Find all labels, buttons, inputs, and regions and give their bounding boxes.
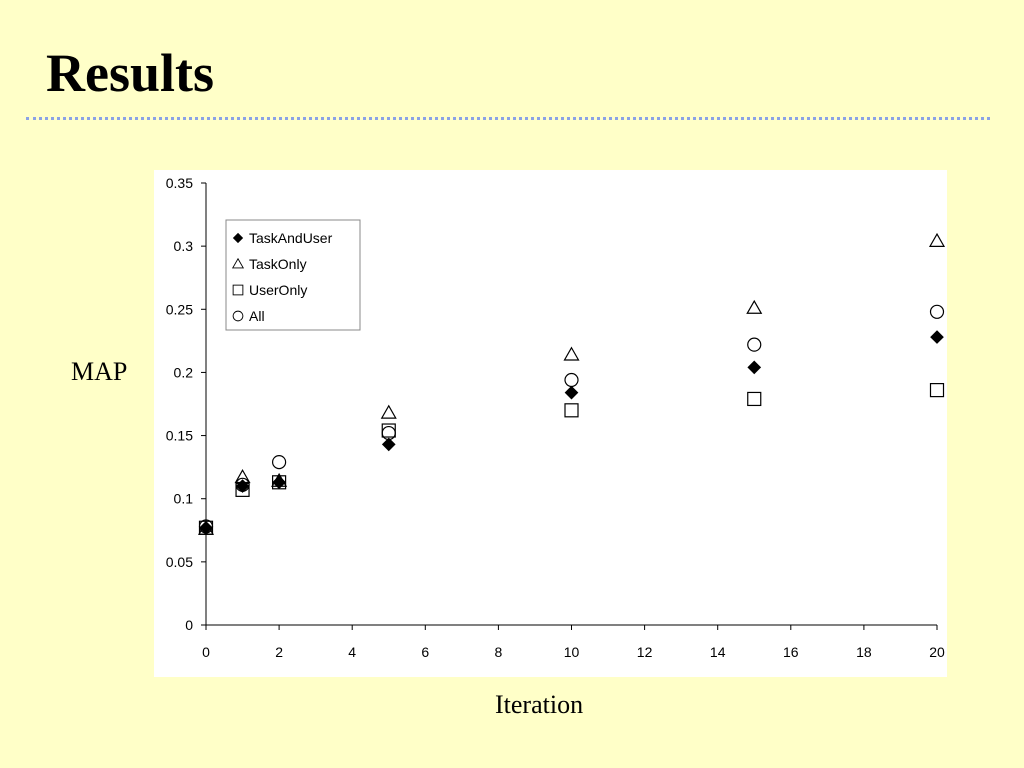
legend-marker-useronly [232, 284, 244, 296]
legend: TaskAndUser TaskOnly UserOnly All [225, 219, 361, 331]
y-tick-label: 0.35 [166, 175, 193, 191]
point-useronly [564, 403, 579, 418]
legend-label-all: All [249, 308, 265, 324]
legend-box [225, 219, 361, 331]
point-all [929, 304, 945, 319]
y-tick-label: 0.25 [166, 301, 193, 317]
point-taskonly [746, 299, 763, 314]
x-tick-label: 6 [421, 644, 429, 660]
y-tick-label: 0.2 [174, 364, 194, 380]
x-tick-label: 18 [856, 644, 872, 660]
x-tick-label: 10 [564, 644, 580, 660]
point-taskonly [928, 232, 946, 247]
legend-label-useronly: UserOnly [249, 282, 307, 298]
point-all [564, 372, 579, 388]
x-tick-label: 20 [929, 644, 945, 660]
legend-marker-taskanduser [232, 232, 244, 244]
point-useronly [235, 482, 250, 497]
x-axis-label: Iteration [495, 690, 584, 719]
point-all [271, 454, 287, 470]
y-tick-label: 0.15 [166, 428, 193, 444]
y-tick-label: 0 [185, 617, 193, 633]
point-all [381, 425, 396, 441]
point-all [235, 477, 250, 492]
point-useronly [271, 475, 287, 490]
chart-panel: 0 0.05 0.1 0.15 0.2 0.25 0.3 0.35 0 2 4 6 8 10 12 14 16 1… [154, 170, 947, 677]
point-taskanduser [381, 437, 396, 452]
data-marks [197, 232, 946, 535]
axes: 0 0.05 0.1 0.15 0.2 0.25 0.3 0.35 0 2 4 6 8 10 12 14 16 1… [166, 175, 945, 660]
point-taskonly [380, 404, 397, 419]
point-taskanduser [747, 360, 762, 375]
slide-title: Results [46, 43, 215, 103]
point-taskonly [271, 472, 288, 487]
point-useronly [747, 391, 762, 407]
y-tick-label: 0.1 [174, 491, 194, 507]
y-tick-label: 0.3 [174, 238, 194, 254]
scatter-chart: 0 0.05 0.1 0.15 0.2 0.25 0.3 0.35 0 2 4 6 8 10 12 14 16 1… [166, 175, 946, 660]
legend-label-taskonly: TaskOnly [249, 256, 307, 272]
point-taskonly [234, 469, 251, 484]
x-tick-label: 2 [275, 644, 283, 660]
x-tick-label: 12 [637, 644, 653, 660]
x-tick-label: 14 [710, 644, 726, 660]
x-tick-label: 4 [348, 644, 356, 660]
x-tick-label: 16 [783, 644, 799, 660]
point-taskonly [563, 346, 580, 361]
point-taskanduser [930, 330, 944, 344]
point-all [198, 519, 214, 534]
x-tick-label: 8 [495, 644, 503, 660]
legend-marker-taskonly [231, 257, 245, 269]
y-tick-label: 0.05 [166, 554, 193, 570]
legend-label-taskanduser: TaskAndUser [249, 230, 333, 246]
point-all [747, 337, 762, 352]
title-divider [26, 117, 990, 120]
point-useronly [929, 383, 945, 398]
legend-marker-all [232, 310, 244, 322]
x-tick-label: 0 [202, 644, 210, 660]
y-axis-label: MAP [71, 357, 128, 386]
point-taskanduser [564, 385, 579, 400]
